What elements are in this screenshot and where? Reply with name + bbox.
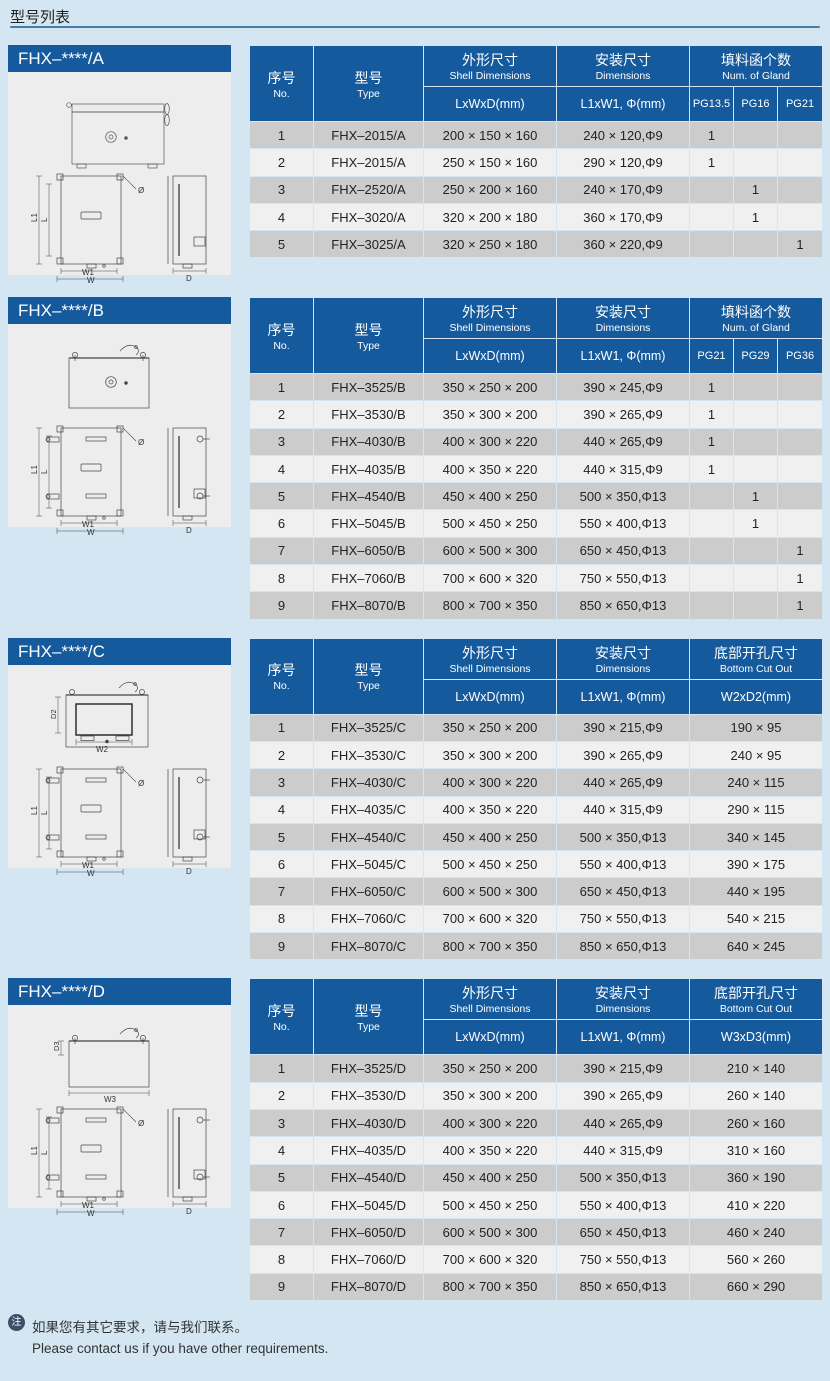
svg-text:D2: D2 bbox=[49, 709, 58, 719]
svg-text:D: D bbox=[186, 274, 192, 283]
svg-text:Ø: Ø bbox=[138, 186, 144, 195]
svg-text:Ø: Ø bbox=[138, 1119, 144, 1128]
svg-text:L: L bbox=[40, 217, 49, 222]
svg-text:L1: L1 bbox=[30, 805, 39, 814]
svg-text:D: D bbox=[186, 1207, 192, 1216]
svg-text:D: D bbox=[186, 526, 192, 535]
svg-text:W: W bbox=[87, 869, 95, 876]
svg-text:L1: L1 bbox=[30, 213, 39, 222]
svg-text:D3: D3 bbox=[52, 1042, 61, 1052]
svg-text:W2: W2 bbox=[96, 745, 109, 754]
svg-text:L1: L1 bbox=[30, 1146, 39, 1155]
svg-text:Ø: Ø bbox=[138, 438, 144, 447]
svg-text:L1: L1 bbox=[30, 465, 39, 474]
svg-text:W: W bbox=[87, 276, 95, 283]
svg-text:W3: W3 bbox=[104, 1095, 117, 1104]
svg-text:W: W bbox=[87, 528, 95, 535]
svg-text:D: D bbox=[186, 867, 192, 876]
svg-text:L: L bbox=[40, 1150, 49, 1155]
svg-text:Ø: Ø bbox=[138, 779, 144, 788]
svg-text:L: L bbox=[40, 469, 49, 474]
svg-text:W: W bbox=[87, 1209, 95, 1216]
svg-text:L: L bbox=[40, 810, 49, 815]
